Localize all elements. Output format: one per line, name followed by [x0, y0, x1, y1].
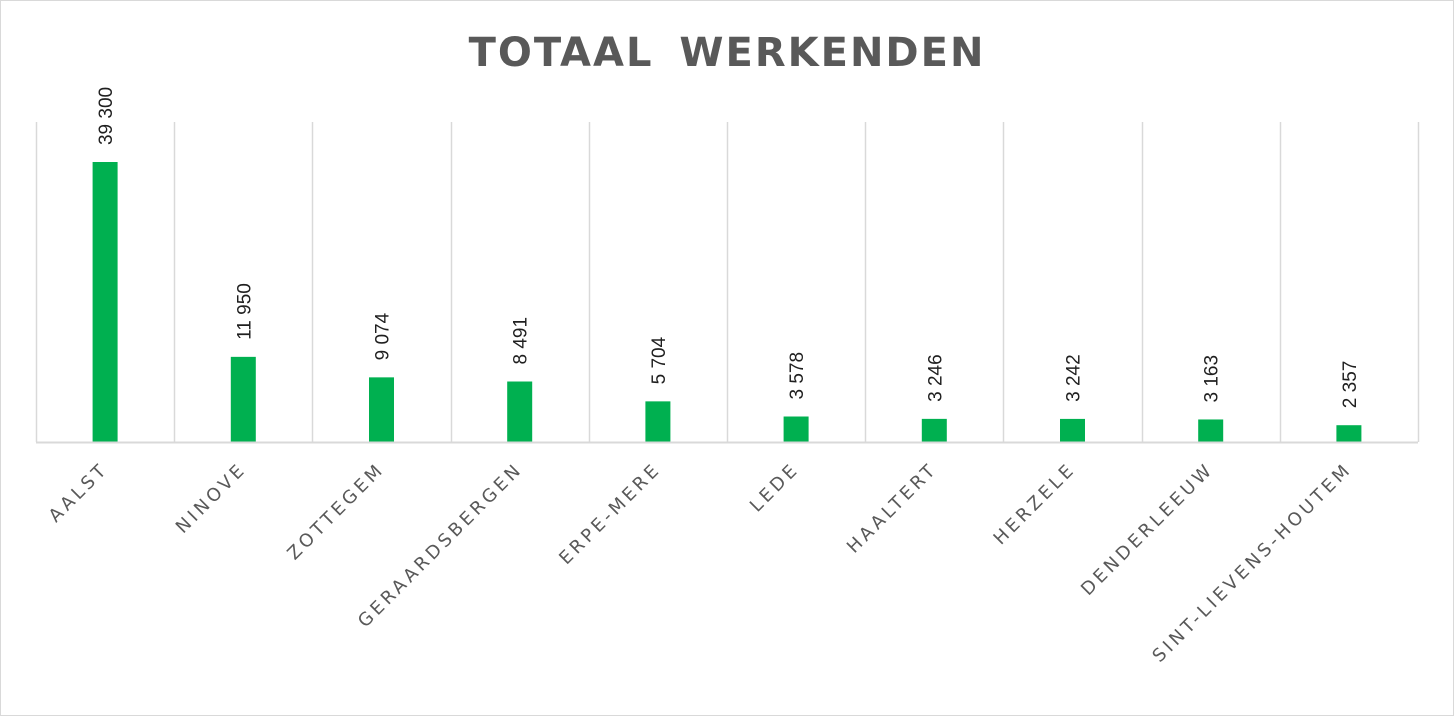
data-label: 8 491 — [511, 317, 532, 365]
data-label: 3 163 — [1202, 355, 1223, 403]
data-label: 9 074 — [373, 312, 394, 360]
category-label: HERZELE — [990, 459, 1081, 550]
category-label: LEDE — [746, 459, 804, 517]
category-label: HAALTERT — [843, 459, 942, 558]
data-label: 39 300 — [96, 87, 117, 145]
data-label: 3 242 — [1064, 354, 1085, 402]
category-label: DENDERLEEUW — [1077, 459, 1218, 600]
category-label: AALST — [45, 459, 113, 527]
bar — [92, 162, 118, 442]
data-label: 2 357 — [1340, 361, 1361, 409]
data-label: 5 704 — [649, 336, 670, 384]
chart-title: TOTAAL WERKENDEN — [468, 30, 986, 76]
data-label: 3 246 — [925, 354, 946, 402]
bar — [1336, 425, 1362, 442]
bar — [369, 377, 394, 442]
bar — [1060, 418, 1085, 442]
category-label: ZOTTEGEM — [283, 459, 389, 565]
bar — [921, 418, 947, 442]
data-label: 3 578 — [787, 352, 808, 400]
bar — [230, 356, 256, 442]
bar — [1198, 419, 1224, 442]
category-label: ERPE-MERE — [555, 459, 665, 569]
bar — [645, 401, 671, 442]
data-label: 11 950 — [234, 283, 255, 340]
bar — [507, 381, 533, 442]
bar — [783, 416, 809, 442]
category-label: GERAARDSBERGEN — [354, 459, 527, 632]
category-label: NINOVE — [172, 459, 251, 538]
